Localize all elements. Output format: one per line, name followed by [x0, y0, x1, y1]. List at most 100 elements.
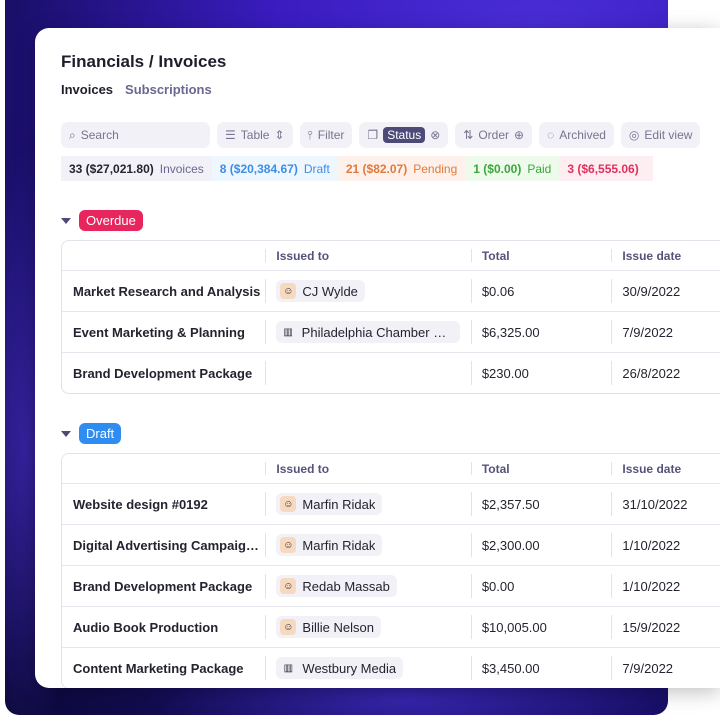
- stat-count: 33 ($27,021.80): [69, 161, 154, 176]
- stat-invoices[interactable]: 33 ($27,021.80) Invoices: [61, 156, 212, 181]
- stat-label: Invoices: [159, 161, 204, 176]
- archived-button[interactable]: ◌ Archived: [539, 122, 614, 148]
- search-input[interactable]: ⌕ Search: [61, 122, 210, 148]
- issued-to-chip[interactable]: ▥ Westbury Media: [276, 657, 404, 679]
- sliders-icon: ⫯: [307, 127, 313, 142]
- issued-to-chip[interactable]: ☺ Marfin Ridak: [276, 493, 383, 515]
- invoice-name[interactable]: Content Marketing Package: [73, 660, 244, 676]
- building-icon: ▥: [283, 326, 293, 338]
- filter-button[interactable]: ⫯ Filter: [299, 122, 353, 148]
- sort-icon: ⇅: [463, 128, 474, 142]
- status-badge: Draft: [79, 423, 122, 444]
- issued-to-header: Issued to: [265, 241, 470, 270]
- tab-subscriptions[interactable]: Subscriptions: [125, 82, 212, 97]
- stat-count: 3 ($6,555.06): [567, 161, 639, 176]
- issued-to-chip[interactable]: ☺ Marfin Ridak: [276, 534, 383, 556]
- table-row[interactable]: Brand Development Package $230.00 26/8/202…: [62, 352, 720, 393]
- avatar: ☺: [280, 619, 297, 635]
- stat-count: 8 ($20,384.67): [219, 161, 298, 176]
- stat-label: Pending: [413, 161, 458, 176]
- copy-icon: ❐: [367, 128, 379, 142]
- close-icon[interactable]: ⊗: [430, 128, 441, 142]
- avatar: ☺: [280, 283, 297, 299]
- chevron-updown-icon: ⇕: [274, 128, 285, 142]
- toolbar: ⌕ Search ☰ Table ⇕ ⫯ Filter ❐ Status ⊗ ⇅ Order ⊕…: [61, 122, 701, 148]
- page-title: Invoices: [158, 52, 227, 71]
- issue-date-header: Issue date: [611, 241, 720, 270]
- issued-to-header: Issued to: [265, 454, 470, 483]
- invoice-total: $0.06: [470, 271, 612, 311]
- table-row[interactable]: Website design #0192 ☺ Marfin Ridak $2,357.…: [62, 483, 720, 524]
- edit-view-button[interactable]: ◎ Edit view: [620, 122, 701, 148]
- table-view-button[interactable]: ☰ Table ⇕: [217, 122, 293, 148]
- issue-date: 1/10/2022: [611, 566, 720, 606]
- stat-label: Paid: [527, 161, 552, 176]
- invoice-name[interactable]: Website design #0192: [73, 496, 208, 512]
- total-header: Total: [470, 241, 612, 270]
- search-icon: ⌕: [69, 127, 76, 142]
- table-icon: ☰: [225, 128, 236, 142]
- status-badge: Overdue: [79, 210, 143, 231]
- issue-date: 1/10/2022: [611, 525, 720, 565]
- invoice-name[interactable]: Market Research and Analysis: [73, 283, 261, 299]
- stat-count: 1 ($0.00): [473, 161, 522, 176]
- eye-off-icon: ◌: [547, 128, 555, 142]
- issued-to-chip[interactable]: ▥ Philadelphia Chamber of …: [276, 321, 461, 343]
- breadcrumb-parent[interactable]: Financials: [61, 52, 145, 71]
- building-icon: ▥: [283, 662, 294, 674]
- caret-down-icon[interactable]: [61, 430, 71, 437]
- group-header[interactable]: Overdue: [61, 210, 143, 231]
- breadcrumb: Financials / Invoices: [61, 52, 226, 72]
- avatar: ☺: [280, 537, 297, 553]
- stat-pending[interactable]: 21 ($82.07) Pending: [337, 156, 466, 181]
- issued-to-chip[interactable]: ☺ Billie Nelson: [276, 616, 381, 638]
- avatar: ☺: [280, 496, 297, 512]
- invoices-panel: Financials / Invoices Invoices Subscript…: [35, 28, 720, 688]
- eye-icon: ◎: [628, 128, 640, 142]
- issue-date: 15/9/2022: [611, 607, 720, 647]
- status-filter[interactable]: ❐ Status ⊗: [359, 122, 449, 148]
- tab-invoices[interactable]: Invoices: [61, 82, 114, 97]
- stat-count: 21 ($82.07): [345, 161, 408, 176]
- caret-down-icon[interactable]: [61, 217, 71, 224]
- table-row[interactable]: Market Research and Analysis ☺ CJ Wylde $0.…: [62, 270, 720, 311]
- table-row[interactable]: Audio Book Production ☺ Billie Nelson $10,0…: [62, 606, 720, 647]
- stat-draft[interactable]: 8 ($20,384.67) Draft: [211, 156, 338, 181]
- invoice-name[interactable]: Audio Book Production: [73, 619, 219, 635]
- name-header: [62, 241, 265, 270]
- status-summary: 33 ($27,021.80) Invoices 8 ($20,384.67) Dra…: [61, 156, 653, 181]
- invoice-total: $6,325.00: [470, 312, 612, 352]
- stat-label: Draft: [303, 161, 330, 176]
- table-row[interactable]: Digital Advertising Campaign… ☺ Marfin Rid…: [62, 524, 720, 565]
- table-row[interactable]: Content Marketing Package ▥ Westbury Media…: [62, 647, 720, 688]
- avatar: ☺: [280, 578, 297, 594]
- order-button[interactable]: ⇅ Order ⊕: [455, 122, 533, 148]
- invoice-name[interactable]: Digital Advertising Campaign…: [73, 537, 263, 553]
- group-header[interactable]: Draft: [61, 423, 122, 444]
- issue-date: 7/9/2022: [611, 648, 720, 688]
- table-row[interactable]: Brand Development Package ☺ Redab Massab $0…: [62, 565, 720, 606]
- name-header: [62, 454, 265, 483]
- breadcrumb-separator: /: [148, 52, 154, 71]
- invoice-total: $3,450.00: [470, 648, 612, 688]
- invoice-name[interactable]: Brand Development Package: [73, 365, 253, 381]
- issue-date: 26/8/2022: [611, 353, 720, 393]
- invoice-total: $230.00: [470, 353, 612, 393]
- tabs: Invoices Subscriptions: [61, 82, 212, 97]
- issue-date: 30/9/2022: [611, 271, 720, 311]
- invoice-table: Issued to Total Issue date Market Research …: [61, 240, 720, 394]
- issued-to-chip[interactable]: ☺ Redab Massab: [276, 575, 397, 597]
- invoice-name[interactable]: Event Marketing & Planning: [73, 324, 245, 340]
- stat-paid[interactable]: 1 ($0.00) Paid: [465, 156, 560, 181]
- table-header: Issued to Total Issue date: [62, 241, 720, 270]
- issue-date: 7/9/2022: [611, 312, 720, 352]
- stat-overdue[interactable]: 3 ($6,555.06): [559, 156, 653, 181]
- total-header: Total: [470, 454, 612, 483]
- arrow-down-circle-icon: ⊕: [514, 128, 525, 142]
- invoice-name[interactable]: Brand Development Package: [73, 578, 253, 594]
- table-row[interactable]: Event Marketing & Planning ▥ Philadelphia …: [62, 311, 720, 352]
- invoice-table: Issued to Total Issue date Website design #…: [61, 453, 720, 688]
- table-header: Issued to Total Issue date: [62, 454, 720, 483]
- invoice-total: $2,357.50: [470, 484, 612, 524]
- issued-to-chip[interactable]: ☺ CJ Wylde: [276, 280, 365, 302]
